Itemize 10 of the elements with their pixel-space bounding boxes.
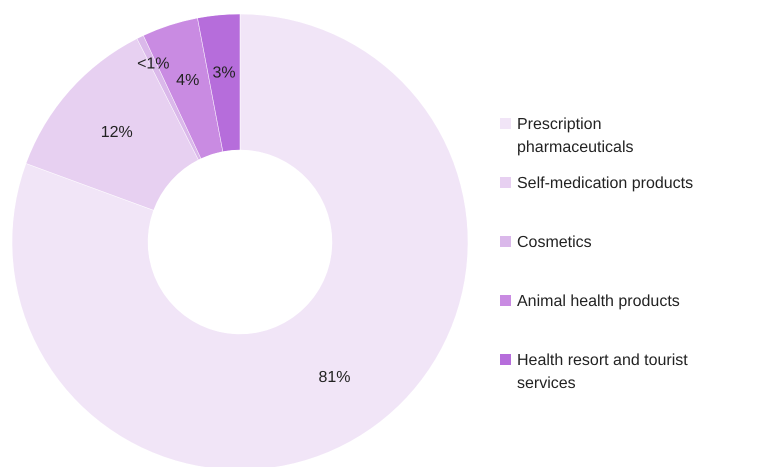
data-label: 4%	[176, 72, 200, 89]
legend-label: Cosmetics	[517, 234, 592, 250]
legend-label: Health resort and tourist services	[517, 352, 688, 392]
data-label: 12%	[100, 124, 133, 141]
legend-label: Prescription pharmaceuticals	[517, 116, 634, 156]
data-label: <1%	[137, 55, 170, 72]
data-label: 3%	[212, 64, 236, 82]
legend-label: Self-medication products	[517, 174, 694, 192]
data-label: 81%	[318, 368, 350, 386]
legend-label: Animal health products	[517, 292, 680, 310]
